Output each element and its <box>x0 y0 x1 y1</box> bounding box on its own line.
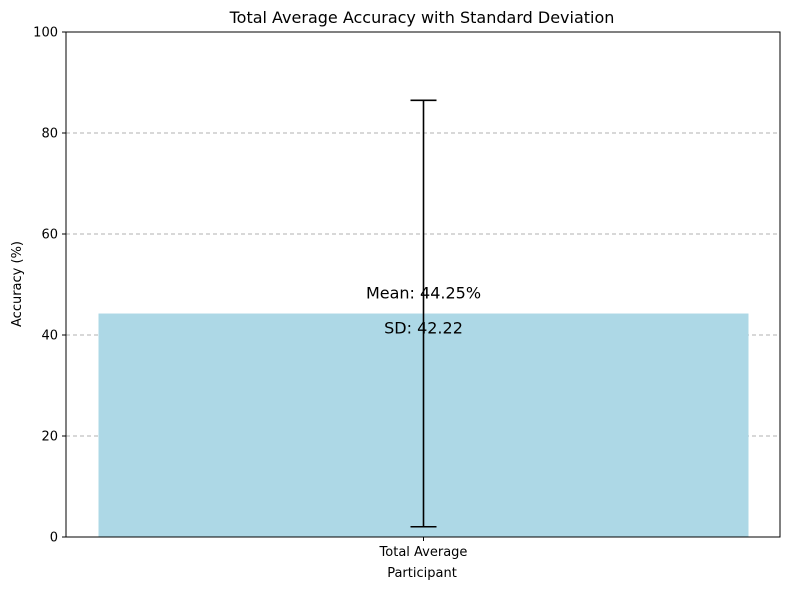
y-tick-label: 100 <box>33 26 58 41</box>
y-axis-label: Accuracy (%) <box>10 241 25 327</box>
y-tick-label: 20 <box>41 430 58 445</box>
x-tick-label: Total Average <box>379 545 468 560</box>
sd-annotation: SD: 42.22 <box>384 319 463 338</box>
y-axis: 0 20 40 60 80 100 <box>33 26 66 546</box>
mean-annotation: Mean: 44.25% <box>366 284 481 303</box>
y-tick-label: 60 <box>41 228 58 243</box>
y-tick-label: 40 <box>41 329 58 344</box>
chart-title: Total Average Accuracy with Standard Dev… <box>229 8 615 27</box>
x-axis-label: Participant <box>387 566 457 581</box>
error-bars <box>410 99 437 528</box>
y-tick-label: 0 <box>50 531 58 546</box>
annotations: Mean: 44.25% SD: 42.22 <box>366 284 481 338</box>
x-axis: Total Average <box>379 537 468 560</box>
y-tick-label: 80 <box>41 127 58 142</box>
